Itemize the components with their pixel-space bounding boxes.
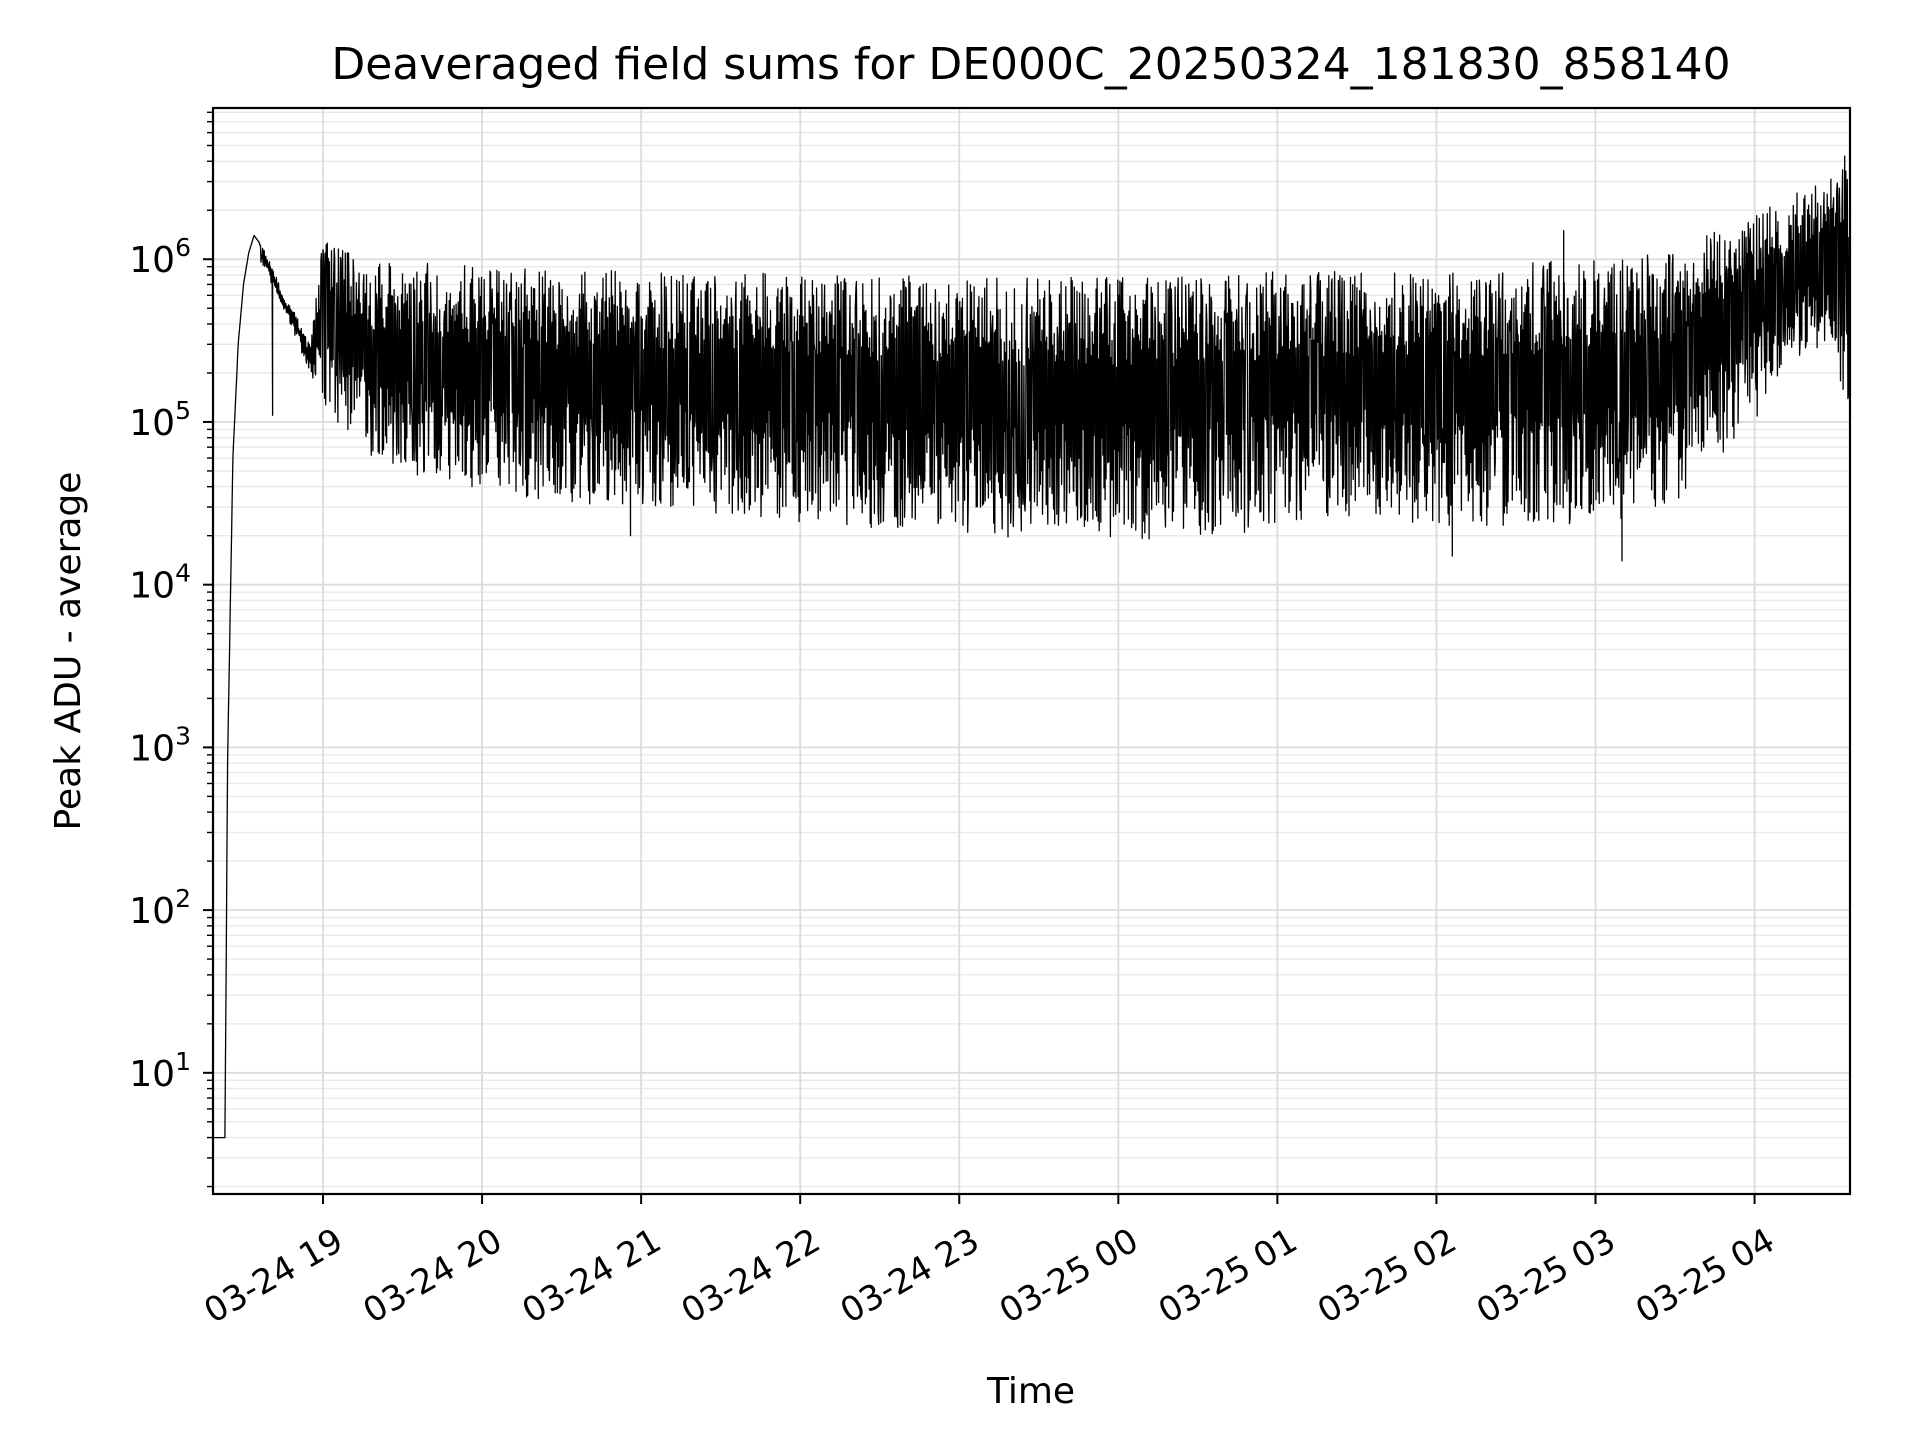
x-tick-label: 03-25 01 [1152,1221,1304,1332]
y-tick-label: 103 [129,721,191,769]
x-tick-label: 03-24 22 [675,1221,827,1332]
x-tick-label: 03-25 00 [993,1221,1145,1332]
y-axis-label: Peak ADU - average [48,472,89,831]
x-axis: 03-24 19 03-24 20 03-24 21 03-24 22 03-24 23… [198,1194,1781,1332]
plot-area [213,155,1850,1139]
x-tick-label: 03-24 19 [198,1221,350,1332]
grid [213,108,1850,1194]
plot-frame [211,106,1852,1196]
y-tick-label: 102 [129,884,191,932]
x-tick-label: 03-24 20 [357,1221,509,1332]
y-axis: 101 102 103 104 105 106 [129,111,213,1188]
x-tick-label: 03-25 04 [1629,1221,1781,1332]
y-tick-label: 101 [129,1047,191,1095]
x-axis-label: Time [986,1371,1075,1412]
x-tick-label: 03-25 02 [1311,1221,1463,1332]
y-tick-label: 106 [129,233,191,281]
y-tick-label: 104 [129,559,191,607]
series-line [213,155,1850,1139]
x-tick-label: 03-24 23 [834,1221,986,1332]
chart-title: Deaveraged field sums for DE000C_2025032… [331,39,1730,90]
y-tick-label: 105 [129,396,191,444]
x-tick-label: 03-24 21 [516,1221,668,1332]
x-tick-label: 03-25 03 [1470,1221,1622,1332]
